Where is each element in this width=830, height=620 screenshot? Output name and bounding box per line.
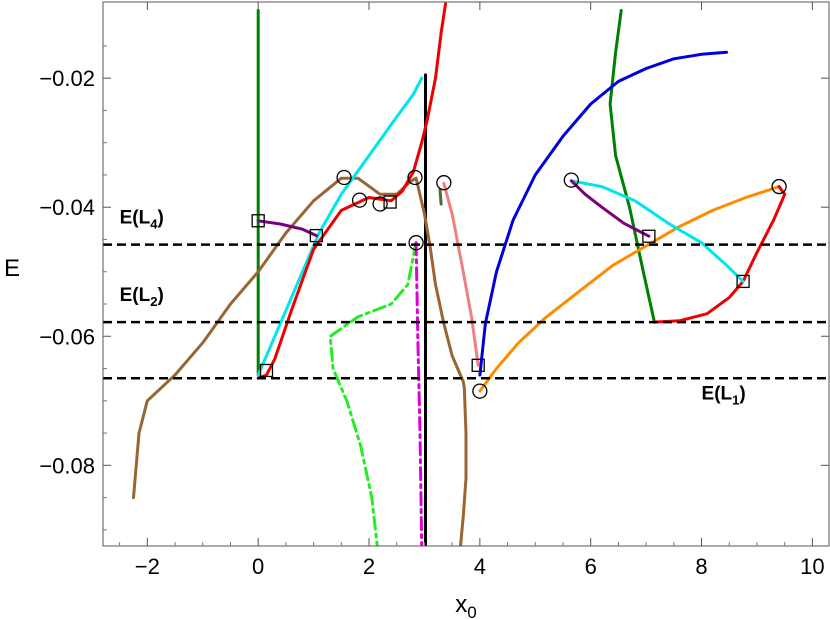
circle-marker-7 [563, 172, 579, 188]
circle-marker-1 [351, 192, 368, 208]
circle-marker-6 [408, 235, 424, 251]
square-marker-6 [736, 274, 750, 289]
x-tick-label-1: 0 [252, 554, 264, 579]
square-marker-2 [383, 195, 397, 209]
y-tick-label-3: −0.02 [39, 66, 95, 91]
series-curve-14 [328, 241, 418, 546]
square-marker-1 [309, 228, 324, 243]
square-marker-4 [471, 358, 485, 372]
x-tick-label-2: 2 [363, 554, 375, 579]
series-curve-4 [256, 76, 424, 377]
series-curve-12 [442, 181, 480, 367]
circle-marker-0 [336, 169, 352, 186]
square-marker-5 [642, 229, 656, 243]
x-tick-label-3: 4 [474, 554, 486, 579]
series-curve-9 [569, 179, 745, 283]
circle-marker-2 [372, 196, 388, 212]
series-curve-11 [256, 219, 318, 238]
axis-ticks: −2 0 2 4 6 8 10 −0.08 −0.06 −0.04 −0.02 [39, 2, 829, 579]
circle-marker-3 [407, 169, 423, 186]
energy-level-label-1: E(L1) [702, 384, 746, 408]
energy-level-label-2: E(L2) [120, 285, 164, 309]
series-curve-10 [569, 179, 651, 238]
series-curve-3 [132, 176, 468, 546]
circle-marker-8 [771, 178, 787, 195]
x-tick-label-4: 6 [585, 554, 597, 579]
series-curve-7 [478, 185, 781, 393]
series-curve-15 [414, 241, 424, 546]
y-axis-label: E [4, 255, 20, 282]
y-tick-label-2: −0.04 [39, 195, 95, 220]
square-marker-3 [259, 363, 274, 378]
energy-levels: E(L1) E(L2) E(L4) [103, 207, 829, 408]
x-tick-label-0: −2 [135, 554, 160, 579]
markers-layer [251, 169, 787, 399]
series-curve-1 [608, 8, 656, 324]
series-layer [132, 2, 787, 546]
energy-level-label-4: E(L4) [120, 207, 164, 231]
circle-marker-5 [472, 383, 488, 399]
circle-marker-4 [436, 175, 452, 191]
square-marker-0 [251, 214, 265, 228]
x-tick-label-6: 10 [800, 554, 824, 579]
series-curve-13 [438, 188, 443, 206]
x-tick-label-5: 8 [695, 554, 707, 579]
plot-frame [102, 1, 830, 547]
x-axis-label: x0 [455, 591, 476, 620]
series-curve-5 [256, 2, 447, 380]
series-curve-6 [478, 50, 728, 377]
y-tick-label-0: −0.08 [39, 453, 95, 478]
y-tick-label-1: −0.06 [39, 324, 95, 349]
